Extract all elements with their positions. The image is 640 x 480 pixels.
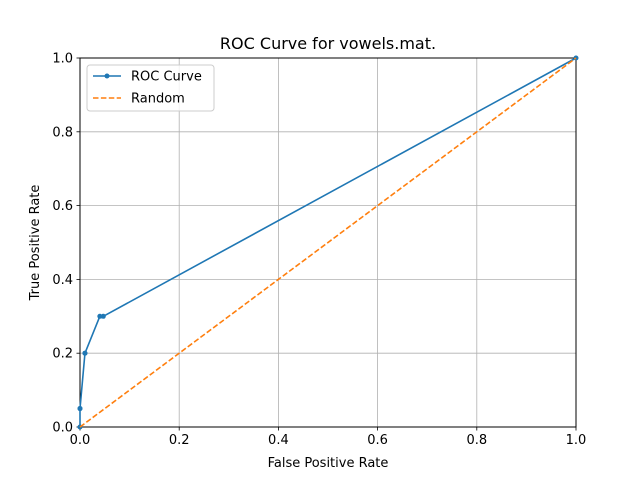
data-point <box>100 313 106 319</box>
series-line-random <box>79 57 577 428</box>
y-tick-label: 0.2 <box>52 347 73 362</box>
x-tick-label: 0.2 <box>169 433 190 448</box>
data-point <box>97 313 103 319</box>
y-tick-label: 0.6 <box>52 199 73 214</box>
x-axis-label: False Positive Rate <box>268 456 389 471</box>
data-point <box>77 406 83 412</box>
y-tick-label: 0.4 <box>52 273 73 288</box>
y-tick-label: 0.8 <box>52 125 73 140</box>
x-tick-label: 0.6 <box>367 433 388 448</box>
y-tick-label: 1.0 <box>52 52 73 67</box>
y-axis-label: True Positive Rate <box>28 185 43 302</box>
grid <box>79 57 577 428</box>
legend: ROC Curve Random <box>86 64 215 112</box>
plot-frame <box>79 57 577 428</box>
data-point <box>82 350 88 356</box>
y-tick-label: 0.0 <box>52 421 73 436</box>
x-tick-label: 1.0 <box>566 433 587 448</box>
series-group <box>77 55 579 430</box>
x-tick-label: 0.4 <box>268 433 289 448</box>
legend-label-random: Random <box>131 92 185 107</box>
legend-marker-roc <box>104 73 110 79</box>
series-line-roc <box>79 56 578 428</box>
x-tick-label: 0.0 <box>70 433 91 448</box>
legend-label-roc: ROC Curve <box>131 70 202 85</box>
chart-title: ROC Curve for vowels.mat. <box>220 34 436 53</box>
x-tick-label: 0.8 <box>466 433 487 448</box>
axis-ticks: 0.0 0.2 0.4 0.6 0.8 1.0 0.0 0.2 0.4 0.6 0.8 1.0 <box>52 52 586 449</box>
